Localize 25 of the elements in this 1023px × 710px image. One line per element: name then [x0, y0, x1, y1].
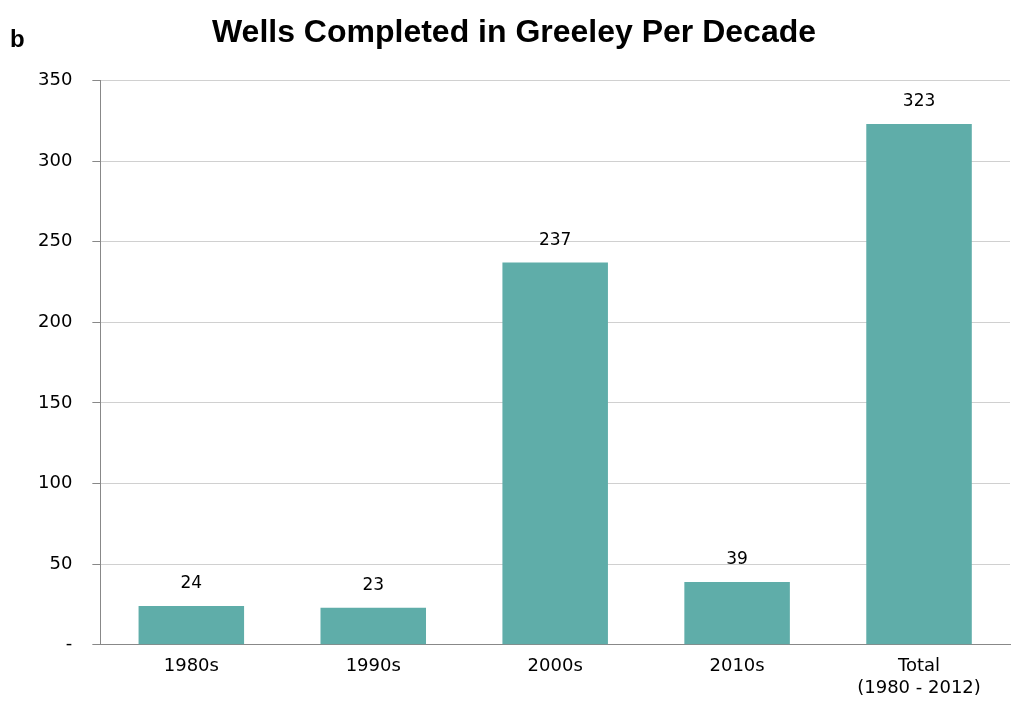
bar	[138, 606, 245, 645]
y-tick-label: 250	[38, 229, 73, 251]
bar	[502, 262, 608, 645]
chart-title: Wells Completed in Greeley Per Decade	[211, 13, 817, 50]
y-tick-label: 50	[49, 551, 73, 573]
y-tick-label: 200	[38, 309, 73, 331]
x-tick-label: 2010s	[709, 654, 765, 676]
data-label: 23	[362, 573, 385, 594]
bar	[320, 607, 427, 645]
bar	[684, 581, 790, 645]
y-tick-label: 100	[38, 471, 73, 493]
y-tick-label: 150	[38, 390, 73, 412]
x-tick-label: 1990s	[345, 654, 401, 676]
data-label: 39	[726, 547, 748, 568]
y-tick-label: 350	[38, 68, 73, 90]
data-label: 237	[538, 228, 572, 249]
text: b	[10, 24, 25, 52]
x-tick-label: Total (1980 - 2012)	[857, 654, 981, 697]
bar	[866, 123, 972, 645]
x-tick-label: 2000s	[527, 654, 583, 676]
y-tick-label: 300	[38, 148, 73, 170]
data-label: 24	[180, 572, 203, 593]
data-label: 323	[902, 89, 936, 110]
x-tick-label: 1980s	[163, 654, 219, 676]
y-tick-label: -	[65, 632, 73, 654]
